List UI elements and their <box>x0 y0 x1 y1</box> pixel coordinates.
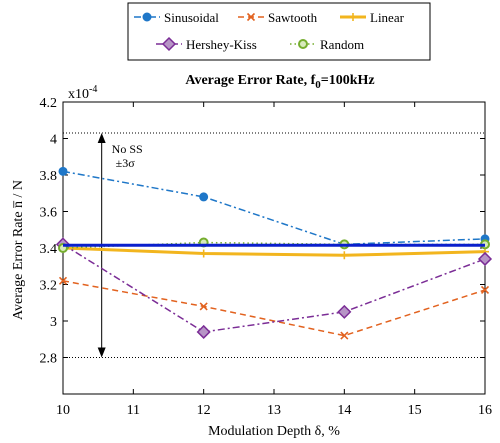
chart-title: Average Error Rate, f0=100kHz <box>185 73 374 91</box>
legend-label: Linear <box>370 10 405 25</box>
series-layer <box>55 166 493 340</box>
y-tick-label: 2.8 <box>40 352 58 367</box>
series-line <box>62 246 486 257</box>
data-point <box>340 251 349 260</box>
legend-item-hershey-kiss: Hershey-Kiss <box>156 36 257 52</box>
legend-swatch-marker <box>246 12 256 22</box>
y-tick-label: 3.4 <box>40 242 58 257</box>
y-tick-label: 3.6 <box>40 206 58 221</box>
y-tick-label: 3.8 <box>40 169 58 184</box>
range-arrow-head-up <box>97 133 106 144</box>
x-axis-label: Modulation Depth δ, % <box>208 424 340 439</box>
y-axis-label: Average Error Rate n̅ / N <box>11 180 26 320</box>
x-tick-label: 16 <box>478 403 492 418</box>
x-tick-label: 12 <box>197 403 211 418</box>
data-point <box>58 276 68 285</box>
data-point <box>199 302 208 311</box>
y-tick-label: 4 <box>50 133 57 148</box>
x-tick-label: 10 <box>56 403 70 418</box>
legend-item-linear: Linear <box>340 10 405 25</box>
data-point <box>196 324 211 340</box>
series-line <box>62 280 486 337</box>
y-tick-label: 3 <box>50 315 57 330</box>
range-arrow-head-down <box>97 347 106 358</box>
data-point <box>480 285 490 295</box>
data-point <box>199 192 209 202</box>
legend-swatch-marker <box>161 36 177 52</box>
y-tick-label: 4.2 <box>40 96 58 111</box>
data-point <box>58 166 68 176</box>
data-point <box>340 331 349 340</box>
series-sinusoidal <box>58 166 490 249</box>
legend-item-sinusoidal: Sinusoidal <box>134 10 219 25</box>
data-point <box>199 249 208 258</box>
x-tick-label: 11 <box>127 403 140 418</box>
series-sawtooth <box>58 276 490 340</box>
axis-ticks: 10 11 12 13 14 15 16 2.8 3 3.2 3.4 3.6 3.8 4 4.2 <box>40 96 493 418</box>
legend-item-sawtooth: Sawtooth <box>238 10 318 25</box>
series-line <box>62 170 486 246</box>
legend-box <box>127 2 431 61</box>
legend: Sinusoidal Sawtooth Linear Hershey-Kiss Rand… <box>127 2 431 61</box>
x-tick-label: 15 <box>408 403 422 418</box>
legend-swatch-marker <box>298 39 308 49</box>
reference-label-line2: ±3σ <box>116 156 136 170</box>
data-point <box>337 304 352 319</box>
x-tick-label: 14 <box>337 403 351 418</box>
legend-item-random: Random <box>290 37 364 52</box>
reference-label-line1: No SS <box>112 142 143 156</box>
data-point <box>477 251 493 267</box>
series-line <box>62 243 486 333</box>
legend-swatch-marker <box>142 12 152 22</box>
legend-swatch-marker <box>349 13 357 21</box>
y-tick-label: 3.2 <box>40 279 58 294</box>
legend-label: Hershey-Kiss <box>186 37 257 52</box>
legend-label: Random <box>320 37 364 52</box>
legend-label: Sawtooth <box>268 10 318 25</box>
legend-label: Sinusoidal <box>164 10 219 25</box>
x-tick-label: 13 <box>267 403 281 418</box>
y-multiplier: x10-4 <box>68 84 97 102</box>
